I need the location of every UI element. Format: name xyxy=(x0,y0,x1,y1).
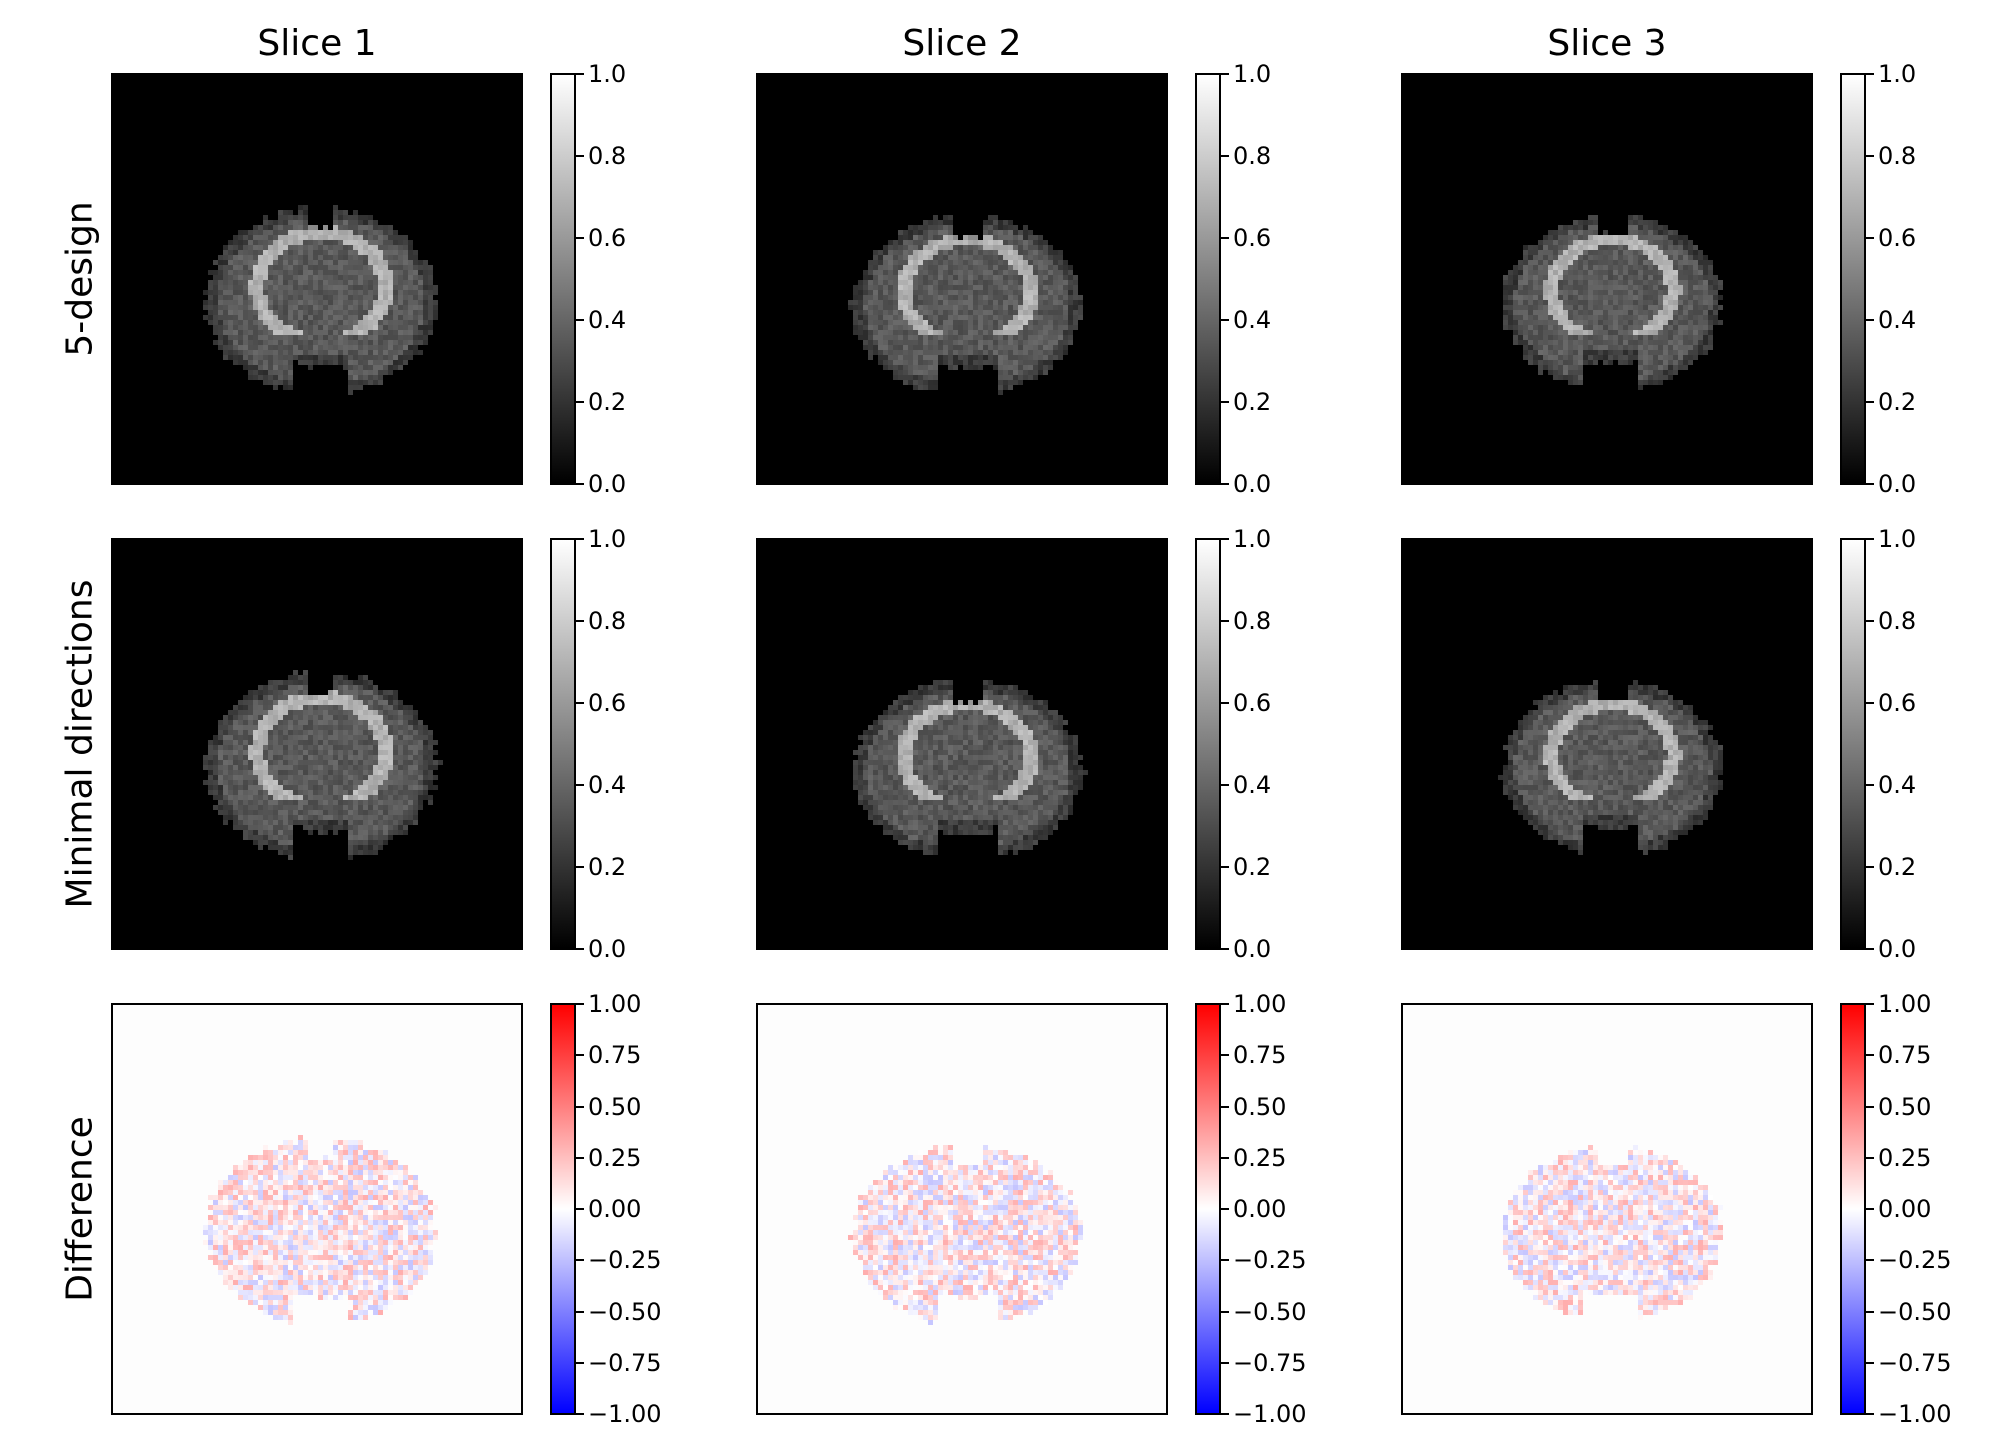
colorbar-minimal-directions-slice-3 xyxy=(1840,538,1866,950)
brain-slice-image xyxy=(853,680,1088,855)
colorbar-tick-label: 0.4 xyxy=(1220,771,1272,799)
difference-map-image xyxy=(1503,1145,1723,1320)
colorbar-tick-label: 0.75 xyxy=(1220,1041,1287,1070)
colorbar-tick-label: 1.00 xyxy=(575,990,642,1018)
colorbar-tick-label: 1.0 xyxy=(575,525,627,553)
colorbar-tick-label: 0.4 xyxy=(1865,306,1917,334)
image-5-design-slice-1 xyxy=(111,73,523,485)
colorbar-tick-label: 1.0 xyxy=(575,60,627,88)
colorbar-tick-label: 0.0 xyxy=(1220,935,1272,963)
colorbar-tick-label: 0.4 xyxy=(575,306,627,334)
brain-slice-image xyxy=(203,670,443,860)
colorbar-tick-label: 0.2 xyxy=(1220,388,1272,416)
difference-map-image xyxy=(203,1135,438,1325)
column-title-slice-3: Slice 3 xyxy=(1547,23,1667,64)
colorbar-tick-label: 0.6 xyxy=(575,224,627,252)
brain-slice-image xyxy=(1503,215,1723,390)
colorbar-tick-label: 0.2 xyxy=(1865,388,1917,416)
image-5-design-slice-2 xyxy=(756,73,1168,485)
colorbar-tick-label: 0.25 xyxy=(575,1143,642,1172)
colorbar-tick-label: 0.50 xyxy=(1220,1092,1287,1121)
column-title-slice-2: Slice 2 xyxy=(902,23,1022,64)
colorbar-tick-label: 0.8 xyxy=(1220,142,1272,170)
colorbar-tick-label: 0.0 xyxy=(1865,935,1917,963)
image-minimal-directions-slice-3 xyxy=(1401,538,1813,950)
brain-slice-image xyxy=(1498,680,1723,855)
colorbar-tick-label: 1.0 xyxy=(1865,525,1917,553)
colorbar-tick-label: −1.00 xyxy=(1221,1400,1307,1428)
brain-slice-image xyxy=(203,205,438,395)
colorbar-difference-slice-2 xyxy=(1195,1003,1221,1415)
colorbar-tick-label: 0.6 xyxy=(1220,224,1272,252)
colorbar-tick-label: −0.25 xyxy=(1866,1246,1952,1275)
image-minimal-directions-slice-2 xyxy=(756,538,1168,950)
colorbar-tick-label: 0.0 xyxy=(575,470,627,498)
image-5-design-slice-3 xyxy=(1401,73,1813,485)
colorbar-difference-slice-1 xyxy=(550,1003,576,1415)
column-title-slice-1: Slice 1 xyxy=(257,23,377,64)
colorbar-tick-label: 0.8 xyxy=(1220,607,1272,635)
colorbar-tick-label: 0.00 xyxy=(575,1195,642,1223)
image-difference-slice-2 xyxy=(756,1003,1168,1415)
colorbar-tick-label: 1.0 xyxy=(1220,60,1272,88)
colorbar-tick-label: 0.8 xyxy=(575,142,627,170)
colorbar-tick-label: 1.00 xyxy=(1220,990,1287,1018)
colorbar-tick-label: 0.0 xyxy=(1865,470,1917,498)
colorbar-tick-label: 0.6 xyxy=(1220,689,1272,717)
colorbar-tick-label: 0.0 xyxy=(1220,470,1272,498)
colorbar-tick-label: 0.50 xyxy=(1865,1092,1932,1121)
colorbar-tick-label: 0.50 xyxy=(575,1092,642,1121)
row-label-difference: Difference xyxy=(59,1116,101,1302)
colorbar-tick-label: 0.0 xyxy=(575,935,627,963)
colorbar-tick-label: −0.25 xyxy=(1221,1246,1307,1275)
colorbar-tick-label: 0.8 xyxy=(1865,142,1917,170)
colorbar-tick-label: 0.4 xyxy=(1865,771,1917,799)
colorbar-tick-label: 1.0 xyxy=(1865,60,1917,88)
colorbar-tick-label: 0.4 xyxy=(575,771,627,799)
colorbar-tick-label: 0.8 xyxy=(575,607,627,635)
colorbar-tick-label: −0.50 xyxy=(576,1297,662,1326)
image-difference-slice-1 xyxy=(111,1003,523,1415)
colorbar-tick-label: 0.6 xyxy=(1865,689,1917,717)
colorbar-5-design-slice-3 xyxy=(1840,73,1866,485)
colorbar-tick-label: −0.75 xyxy=(1866,1348,1952,1377)
colorbar-tick-label: 0.25 xyxy=(1220,1143,1287,1172)
colorbar-tick-label: 0.8 xyxy=(1865,607,1917,635)
brain-slice-image xyxy=(848,215,1083,395)
colorbar-tick-label: 0.75 xyxy=(1865,1041,1932,1070)
colorbar-tick-label: −0.75 xyxy=(1221,1348,1307,1377)
row-label-5-design: 5-design xyxy=(59,201,101,357)
colorbar-tick-label: −0.25 xyxy=(576,1246,662,1275)
colorbar-tick-label: 0.4 xyxy=(1220,306,1272,334)
colorbar-minimal-directions-slice-1 xyxy=(550,538,576,950)
colorbar-tick-label: 0.00 xyxy=(1220,1195,1287,1223)
colorbar-tick-label: 0.75 xyxy=(575,1041,642,1070)
colorbar-tick-label: 1.0 xyxy=(1220,525,1272,553)
row-label-minimal-directions: Minimal directions xyxy=(59,579,101,909)
colorbar-tick-label: −0.50 xyxy=(1221,1297,1307,1326)
colorbar-tick-label: 0.2 xyxy=(575,388,627,416)
colorbar-tick-label: 0.00 xyxy=(1865,1195,1932,1223)
colorbar-tick-label: 0.2 xyxy=(1865,853,1917,881)
colorbar-tick-label: −1.00 xyxy=(576,1400,662,1428)
colorbar-tick-label: 0.2 xyxy=(575,853,627,881)
colorbar-tick-label: 0.2 xyxy=(1220,853,1272,881)
image-minimal-directions-slice-1 xyxy=(111,538,523,950)
colorbar-5-design-slice-2 xyxy=(1195,73,1221,485)
difference-map-image xyxy=(848,1145,1083,1325)
colorbar-tick-label: 0.6 xyxy=(575,689,627,717)
colorbar-tick-label: 0.6 xyxy=(1865,224,1917,252)
colorbar-5-design-slice-1 xyxy=(550,73,576,485)
colorbar-tick-label: 1.00 xyxy=(1865,990,1932,1018)
colorbar-tick-label: −0.75 xyxy=(576,1348,662,1377)
colorbar-difference-slice-3 xyxy=(1840,1003,1866,1415)
colorbar-tick-label: 0.25 xyxy=(1865,1143,1932,1172)
image-difference-slice-3 xyxy=(1401,1003,1813,1415)
colorbar-tick-label: −0.50 xyxy=(1866,1297,1952,1326)
colorbar-tick-label: −1.00 xyxy=(1866,1400,1952,1428)
colorbar-minimal-directions-slice-2 xyxy=(1195,538,1221,950)
